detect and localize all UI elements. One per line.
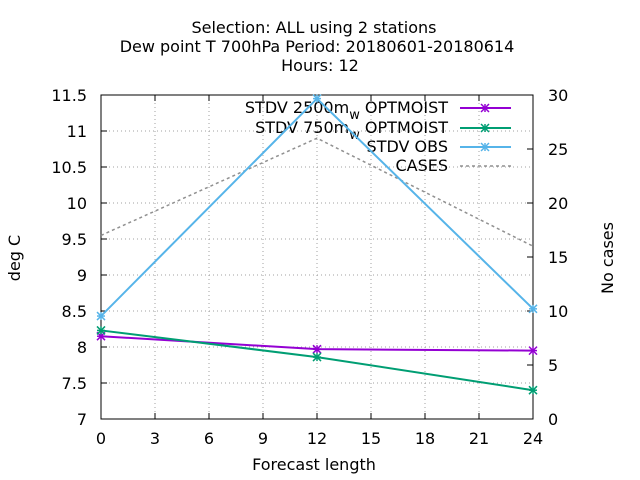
legend-marker	[480, 103, 490, 113]
y-tick-label: 10	[67, 194, 87, 213]
y-tick-label: 11.5	[51, 86, 87, 105]
x-tick-label: 21	[469, 429, 489, 448]
legend-text-part: OPTMOIST	[360, 118, 448, 137]
data-point	[96, 311, 106, 321]
y-tick-label: 7.5	[62, 374, 87, 393]
y2-tick-label: 10	[548, 302, 568, 321]
x-tick-label: 0	[96, 429, 106, 448]
legend-marker	[480, 123, 490, 133]
data-point	[528, 346, 538, 356]
x-axis-title: Forecast length	[252, 455, 376, 474]
grid	[101, 95, 533, 419]
x-tick-label: 18	[415, 429, 435, 448]
y2-tick-label: 20	[548, 194, 568, 213]
y-tick-label: 9.5	[62, 230, 87, 249]
title-line-1: Selection: ALL using 2 stations	[191, 18, 436, 37]
legend-text-part: OPTMOIST	[360, 98, 448, 117]
y-tick-label: 7	[77, 410, 87, 429]
legend-label-2: STDV OBS	[367, 137, 448, 156]
chart-title: Selection: ALL using 2 stations Dew poin…	[120, 18, 515, 75]
y2-tick-label: 0	[548, 410, 558, 429]
y2-tick-label: 15	[548, 248, 568, 267]
y-tick-label: 9	[77, 266, 87, 285]
data-point	[528, 385, 538, 395]
y-axis-ticks: 7 7.5 8 8.5 9 9.5 10 10.5 11 11.5	[51, 86, 107, 429]
title-line-2: Dew point T 700hPa Period: 20180601-2018…	[120, 37, 515, 56]
title-line-3: Hours: 12	[281, 56, 359, 75]
x-tick-label: 24	[523, 429, 543, 448]
series-line-3	[100, 137, 534, 247]
legend-label-1: STDV 750mw OPTMOIST	[255, 118, 448, 143]
legend-text-part: w	[349, 108, 360, 123]
data-point	[96, 325, 106, 335]
x-tick-label: 6	[204, 429, 214, 448]
x-tick-label: 9	[258, 429, 268, 448]
legend-text-part: STDV OBS	[367, 137, 448, 156]
legend-label-3: CASES	[395, 156, 448, 175]
y2-tick-label: 5	[548, 356, 558, 375]
y2-axis-ticks: 0 5 10 15 20 25 30	[527, 86, 568, 429]
series	[96, 94, 538, 395]
data-point	[312, 94, 322, 104]
data-point	[528, 304, 538, 314]
x-tick-label: 15	[361, 429, 381, 448]
y-tick-label: 8.5	[62, 302, 87, 321]
x-tick-label: 12	[307, 429, 327, 448]
legend-label-0: STDV 2500mw OPTMOIST	[245, 98, 448, 123]
x-axis-ticks: 0 3 6 9 12 15 18 21 24	[96, 95, 543, 448]
y-axis-title: deg C	[5, 235, 24, 281]
x-tick-label: 3	[150, 429, 160, 448]
legend-marker	[480, 142, 490, 152]
legend-text-part: STDV 750m	[255, 118, 349, 137]
y-tick-label: 8	[77, 338, 87, 357]
y-tick-label: 10.5	[51, 158, 87, 177]
y2-axis-title: No cases	[598, 222, 617, 294]
y-tick-label: 11	[67, 122, 87, 141]
legend-text-part: STDV 2500m	[245, 98, 349, 117]
legend-text-part: CASES	[395, 156, 448, 175]
data-point	[312, 352, 322, 362]
y2-tick-label: 25	[548, 140, 568, 159]
y2-tick-label: 30	[548, 86, 568, 105]
data-point	[312, 344, 322, 354]
